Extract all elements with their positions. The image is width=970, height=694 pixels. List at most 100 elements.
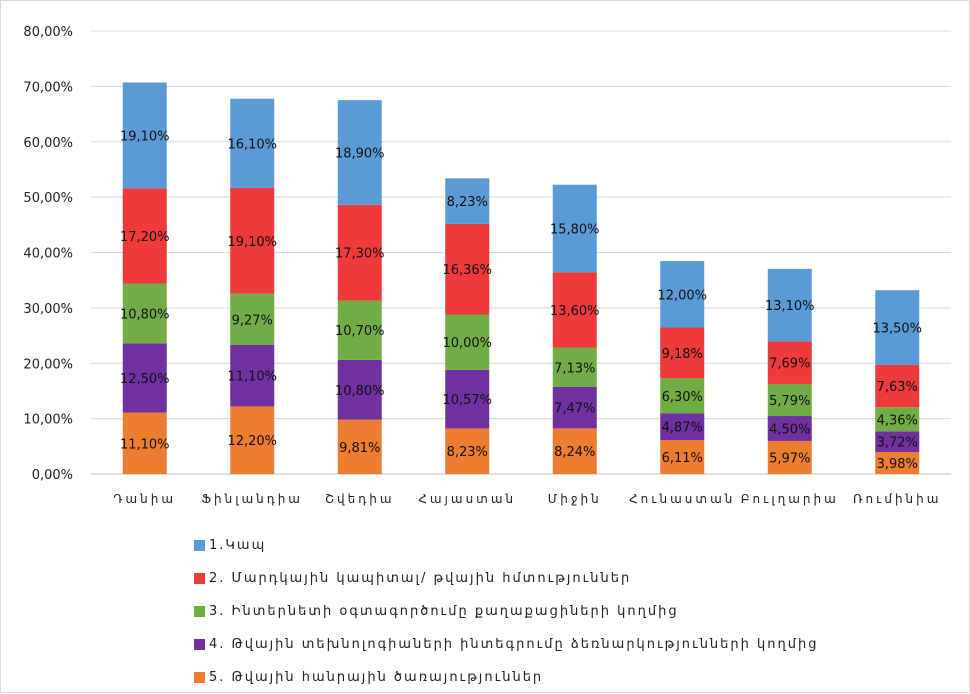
data-label: 19,10% [227,235,277,250]
y-tick-label: 50,00% [23,191,73,206]
data-label: 8,23% [447,195,488,210]
data-label: 7,63% [877,380,918,395]
y-tick-label: 20,00% [23,357,73,372]
data-label: 6,30% [662,390,703,405]
legend-label: 1.Կապ [209,538,267,553]
bar-segment [230,344,275,407]
data-label: 10,70% [335,324,385,339]
bar-segment [875,290,920,365]
data-label: 3,98% [877,457,918,472]
bar-segment [552,184,597,273]
bar-segment [122,82,167,189]
bar-segment [875,407,920,432]
legend-item-human-capital: 2. Մարդկային կապիտալ/ թվային հմտությունն… [194,562,818,595]
data-label: 5,97% [769,451,810,466]
legend-item-connectivity: 1.Կապ [194,529,818,562]
data-label: 12,50% [120,372,170,387]
bar-segment [445,314,490,370]
data-label: 9,18% [662,347,703,362]
legend-label: 3. Ինտերնետի օգտագործումը քաղաքացիների կ… [209,604,679,619]
data-label: 9,81% [339,441,380,456]
legend-swatch [194,639,205,650]
x-category-label: Բուլղարիա [741,492,839,506]
data-label: 4,87% [662,421,703,436]
bar-segment [445,369,490,429]
bar-segment [230,293,275,345]
bar-segment [660,327,705,379]
bar-segment [767,341,812,384]
data-labels: 11,10% 12,50% 10,80% 17,20% 19,10% 12,20% 11,1… [120,129,922,472]
x-category-label: Հայաստան [418,492,516,506]
data-label: 4,36% [877,413,918,428]
data-label: 7,47% [554,402,595,417]
legend: 1.Կապ 2. Մարդկային կապիտալ/ թվային հմտու… [194,529,818,694]
data-label: 8,23% [447,445,488,460]
bar-segment [660,413,705,441]
x-category-label: Ռումինիա [853,492,941,506]
legend-item-public-services: 5. Թվային հանրային ծառայություններ [194,661,818,694]
data-label: 8,24% [554,445,595,460]
data-label: 13,60% [550,304,600,319]
y-tick-label: 70,00% [23,80,73,95]
x-category-label: Ֆինլանդիա [202,492,304,506]
y-axis-ticks: 0,00% 10,00% 20,00% 30,00% 40,00% 50,00% 60,00… [23,25,73,483]
bar-segment [122,283,167,344]
bar-segment [337,204,382,301]
data-label: 3,72% [877,436,918,451]
y-tick-label: 0,00% [32,468,73,483]
data-label: 16,36% [442,263,492,278]
data-label: 12,20% [227,434,277,449]
bar-segment [552,347,597,388]
bar-segment [660,440,705,474]
data-label: 7,13% [554,361,595,376]
bar-segment [552,428,597,474]
legend-swatch [194,672,205,683]
legend-item-tech-integration: 4. Թվային տեխնոլոգիաների ինտեգրումը ձեռն… [194,628,818,661]
data-label: 11,10% [120,437,170,452]
bar-segment [230,406,275,474]
data-label: 9,27% [232,313,273,328]
legend-label: 2. Մարդկային կապիտալ/ թվային հմտությունն… [209,571,632,586]
data-label: 16,10% [227,137,277,152]
bar-segment [337,359,382,420]
legend-swatch [194,573,205,584]
x-category-label: Դանիա [113,492,176,506]
bar-segment [875,431,920,452]
data-label: 13,10% [765,299,815,314]
gridlines [91,30,951,475]
bar-segment [230,187,275,294]
data-label: 5,79% [769,394,810,409]
data-label: 12,00% [657,288,707,303]
bar-segment [767,440,812,474]
bar-segment [445,178,490,224]
legend-label: 4. Թվային տեխնոլոգիաների ինտեգրումը ձեռն… [209,637,819,652]
data-label: 15,80% [550,222,600,237]
bar-segment [337,100,382,205]
legend-swatch [194,540,205,551]
bar-segment [445,223,490,315]
bar-segment [767,383,812,417]
bar-segment [337,419,382,474]
data-label: 7,69% [769,357,810,372]
data-label: 18,90% [335,146,385,161]
y-tick-label: 30,00% [23,302,73,317]
data-label: 10,00% [442,336,492,351]
bar-segment [552,387,597,429]
legend-item-internet-use: 3. Ինտերնետի օգտագործումը քաղաքացիների կ… [194,595,818,628]
bar-segment [230,98,275,188]
bar-segment [875,451,920,474]
bar-segment [445,428,490,474]
y-tick-label: 40,00% [23,247,73,262]
bar-segment [552,272,597,348]
bar-segment [660,261,705,328]
bar-segment [767,416,812,441]
bar-segment [337,300,382,360]
stacked-bar-chart: 0,00% 10,00% 20,00% 30,00% 40,00% 50,00% 60,00… [23,25,951,506]
data-label: 10,57% [442,393,492,408]
y-tick-label: 10,00% [23,413,73,428]
data-label: 10,80% [120,307,170,322]
legend-label: 5. Թվային հանրային ծառայություններ [209,670,544,685]
bar-segment [122,343,167,413]
data-label: 11,10% [227,370,277,385]
